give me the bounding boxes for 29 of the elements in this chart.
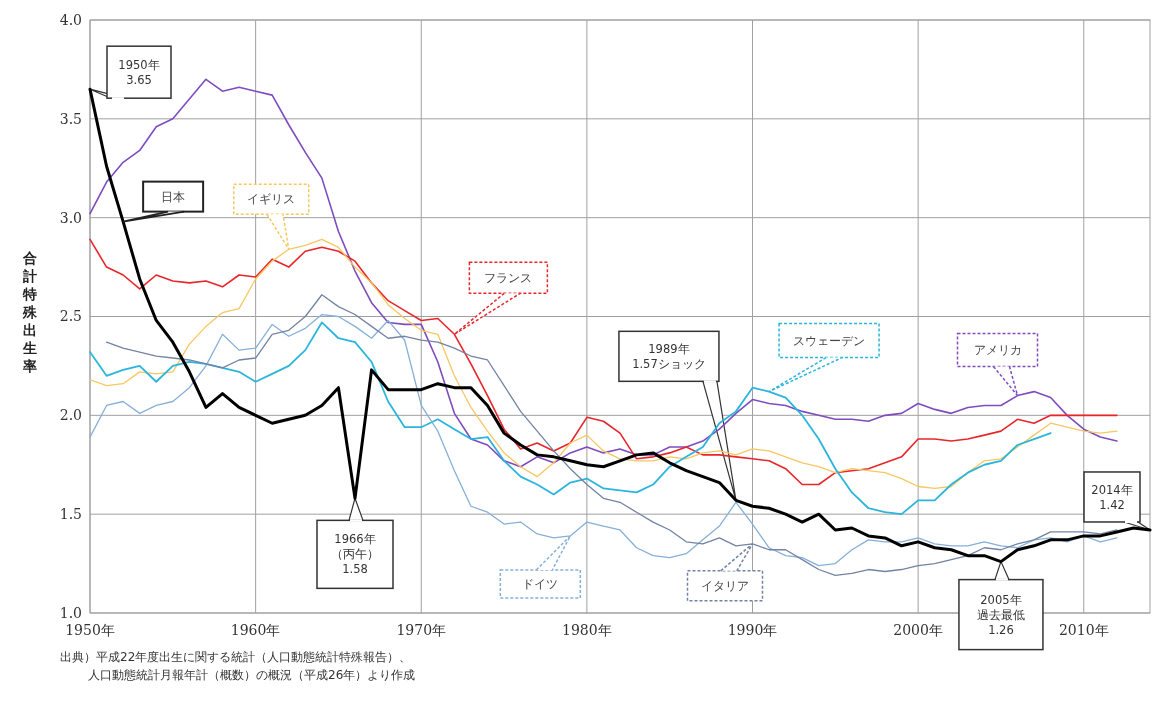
legend-label: イタリア — [701, 579, 749, 594]
annotation: 2014年1.42 — [1091, 482, 1133, 512]
x-tick-label: 1990年 — [727, 622, 778, 638]
y-tick-label: 2.0 — [59, 407, 82, 424]
text: 日本 — [161, 189, 186, 204]
source-note: 出典）平成22年度出生に関する統計（人口動態統計特殊報告）、人口動態統計月報年計（概数）の概況（平成26年）より作成 — [60, 650, 416, 682]
text: フランス — [484, 270, 533, 285]
x-tick-label: 2000年 — [893, 622, 943, 638]
line-series — [89, 321, 1052, 516]
x-tick-label: 2010年 — [1058, 622, 1109, 638]
y-tick-label: 1.0 — [59, 604, 82, 621]
text: アメリカ — [973, 343, 1022, 358]
y-tick-label: 3.5 — [59, 110, 82, 127]
annotation: 1989年1.57ショック — [632, 341, 706, 371]
y-tick-label: 1.5 — [59, 506, 82, 523]
annotation: 2005年過去最低1.26 — [976, 592, 1025, 637]
text: スウェーデン — [793, 333, 866, 348]
y-axis-title: 合計特殊出生率 — [22, 249, 38, 374]
y-tick-label: 2.5 — [59, 308, 82, 325]
annotation: 1966年（丙午）1.58 — [331, 532, 379, 577]
y-tick-label: 3.0 — [59, 209, 82, 226]
x-tick-label: 1960年 — [230, 622, 281, 638]
x-tick-label: 1980年 — [562, 622, 612, 638]
text: イギリス — [247, 192, 296, 207]
annotation: 1950年3.65 — [118, 57, 160, 87]
y-tick-label: 4.0 — [59, 11, 82, 28]
text: ドイツ — [522, 577, 559, 592]
x-tick-label: 1970年 — [396, 622, 447, 638]
x-tick-label: 1950年 — [65, 622, 115, 638]
